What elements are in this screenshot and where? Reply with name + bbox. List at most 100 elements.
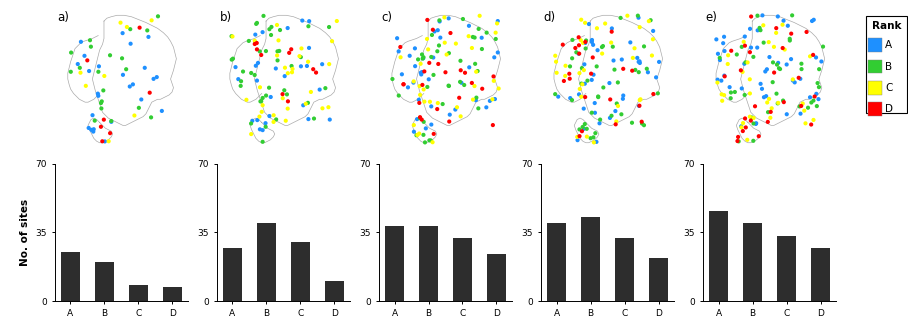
Point <box>766 80 780 85</box>
Point <box>602 81 617 86</box>
Point <box>746 138 761 143</box>
Point <box>778 47 792 52</box>
Text: b): b) <box>219 11 232 24</box>
Point <box>576 40 591 45</box>
Point <box>134 97 149 102</box>
Point <box>425 27 440 32</box>
Point <box>801 105 815 110</box>
Point <box>278 65 293 70</box>
Point <box>487 55 502 60</box>
Point <box>773 67 788 72</box>
Point <box>776 98 790 103</box>
Point <box>714 78 729 83</box>
Point <box>614 112 629 117</box>
Point <box>263 94 278 100</box>
Point <box>72 65 87 70</box>
Point <box>86 129 101 134</box>
Point <box>462 65 477 70</box>
FancyBboxPatch shape <box>867 38 881 52</box>
Point <box>281 99 295 104</box>
Point <box>606 58 621 63</box>
Point <box>794 103 809 108</box>
Point <box>632 59 646 64</box>
Point <box>721 53 735 58</box>
Point <box>615 96 630 101</box>
Point <box>469 98 483 103</box>
Point <box>430 49 445 54</box>
Point <box>325 39 339 44</box>
Point <box>635 119 649 124</box>
Point <box>84 127 99 133</box>
Point <box>577 68 591 73</box>
Point <box>329 18 344 23</box>
Point <box>744 45 758 50</box>
Point <box>648 75 663 80</box>
Point <box>85 113 100 118</box>
Point <box>608 122 623 127</box>
Point <box>468 35 482 40</box>
Point <box>115 56 129 61</box>
Point <box>744 14 758 19</box>
Point <box>123 84 138 89</box>
Point <box>734 124 748 129</box>
Text: B: B <box>885 61 892 72</box>
Point <box>86 127 101 132</box>
Point <box>414 70 428 75</box>
Point <box>144 18 159 23</box>
Point <box>392 49 406 54</box>
Point <box>761 110 776 115</box>
Point <box>281 71 295 76</box>
Text: Rank: Rank <box>872 21 901 30</box>
Point <box>596 85 611 90</box>
Point <box>639 66 654 71</box>
Point <box>624 68 639 73</box>
Point <box>551 94 566 99</box>
Point <box>747 104 762 109</box>
Point <box>103 131 117 136</box>
Point <box>323 117 337 122</box>
Point <box>425 140 440 145</box>
Point <box>412 97 426 102</box>
Point <box>472 13 487 18</box>
Point <box>142 90 157 95</box>
Text: D: D <box>885 104 893 114</box>
Point <box>409 133 424 138</box>
Point <box>753 81 768 86</box>
Point <box>73 70 88 75</box>
Point <box>77 53 92 58</box>
Point <box>488 96 503 101</box>
Point <box>465 45 480 50</box>
Point <box>406 79 421 84</box>
Point <box>717 93 732 98</box>
Point <box>94 99 109 104</box>
Point <box>138 65 152 70</box>
Point <box>632 103 646 108</box>
Point <box>416 119 431 124</box>
Point <box>784 31 799 36</box>
Point <box>592 121 607 126</box>
Point <box>254 109 269 114</box>
Point <box>315 62 329 67</box>
Point <box>256 13 271 18</box>
Point <box>83 38 97 43</box>
Point <box>605 44 620 49</box>
Bar <box>163 288 182 301</box>
Point <box>262 113 277 119</box>
Point <box>423 99 437 104</box>
FancyBboxPatch shape <box>867 60 881 74</box>
Point <box>589 139 603 145</box>
Point <box>233 83 248 88</box>
Point <box>646 92 660 97</box>
Point <box>442 83 457 88</box>
Point <box>717 34 732 39</box>
Point <box>588 131 602 136</box>
Point <box>437 40 452 45</box>
Point <box>578 20 592 25</box>
Point <box>414 72 428 77</box>
Point <box>264 24 279 29</box>
Point <box>795 101 810 106</box>
Point <box>625 55 640 61</box>
Point <box>396 82 411 87</box>
Point <box>632 70 646 75</box>
Point <box>588 110 602 115</box>
